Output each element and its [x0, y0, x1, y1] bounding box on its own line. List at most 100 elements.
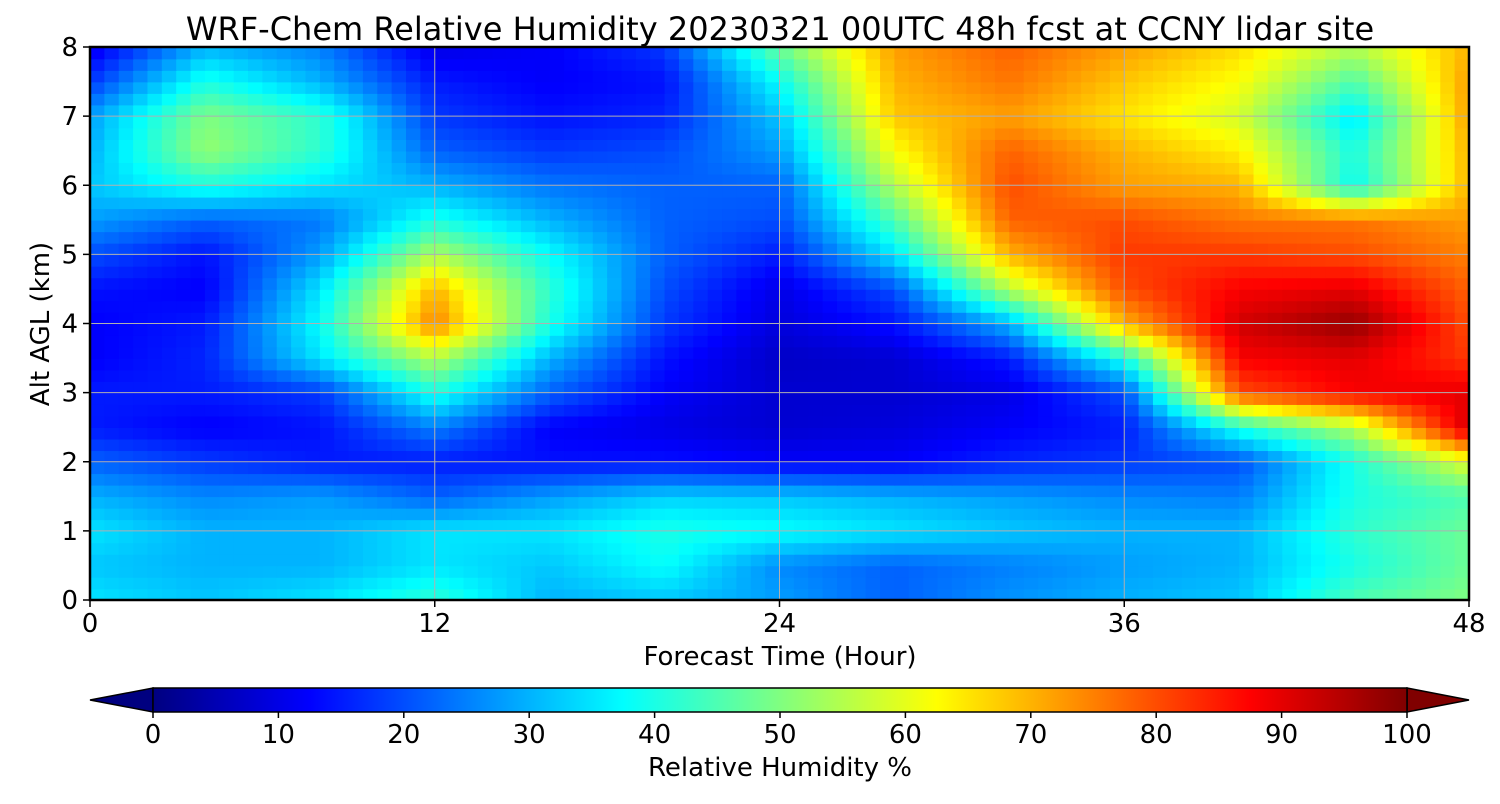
heatmap-cell	[664, 381, 680, 394]
heatmap-cell	[1382, 185, 1398, 198]
heatmap-cell	[578, 588, 594, 600]
heatmap-cell	[549, 392, 565, 405]
heatmap-cell	[161, 81, 177, 94]
heatmap-cell	[994, 427, 1011, 440]
heatmap-cell	[1196, 196, 1212, 210]
heatmap-cell	[506, 93, 522, 106]
heatmap-cell	[176, 70, 192, 83]
heatmap-cell	[1081, 58, 1097, 71]
heatmap-cell	[90, 242, 106, 256]
heatmap-cell	[779, 404, 795, 417]
heatmap-cell	[592, 116, 608, 129]
heatmap-cell	[1009, 208, 1025, 221]
heatmap-cell	[722, 219, 738, 233]
heatmap-cell	[1138, 392, 1154, 405]
heatmap-cell	[808, 323, 824, 336]
heatmap-cell	[549, 553, 565, 567]
heatmap-cell	[779, 496, 795, 509]
heatmap-cell	[1081, 254, 1097, 267]
heatmap-cell	[1440, 346, 1456, 359]
heatmap-cell	[1354, 415, 1370, 428]
heatmap-cell	[147, 542, 163, 555]
heatmap-cell	[1038, 150, 1054, 164]
heatmap-cell	[1339, 415, 1355, 428]
heatmap-cell	[334, 369, 350, 382]
heatmap-cell	[1454, 265, 1469, 279]
heatmap-cell	[1454, 162, 1469, 175]
colorbar-gradient	[152, 687, 1408, 713]
heatmap-cell	[980, 553, 996, 567]
heatmap-cell	[1196, 519, 1212, 532]
heatmap-cell	[1310, 104, 1327, 117]
heatmap-cell	[477, 404, 493, 417]
heatmap-cell	[1382, 507, 1398, 521]
heatmap-cell	[219, 346, 235, 359]
heatmap-cell	[1368, 404, 1384, 417]
heatmap-cell	[1038, 219, 1054, 233]
heatmap-cell	[736, 323, 752, 336]
heatmap-cell	[1239, 196, 1255, 210]
heatmap-cell	[1109, 173, 1126, 187]
heatmap-cell	[808, 231, 824, 244]
heatmap-cell	[305, 381, 321, 394]
heatmap-cell	[262, 335, 278, 348]
heatmap-cell	[822, 461, 838, 475]
heatmap-cell	[564, 346, 580, 359]
heatmap-cell	[808, 70, 824, 83]
heatmap-cell	[1224, 150, 1240, 164]
heatmap-cell	[1181, 116, 1197, 129]
heatmap-cell	[937, 288, 953, 302]
heatmap-cell	[1368, 104, 1384, 117]
heatmap-cell	[880, 47, 896, 60]
heatmap-cell	[391, 461, 407, 475]
heatmap-cell	[937, 438, 953, 452]
heatmap-cell	[291, 484, 307, 498]
heatmap-cell	[635, 196, 652, 210]
heatmap-cell	[1052, 427, 1068, 440]
heatmap-cell	[994, 438, 1011, 452]
heatmap-cell	[765, 311, 781, 325]
heatmap-cell	[276, 70, 292, 83]
heatmap-cell	[1167, 116, 1183, 129]
heatmap-cell	[908, 542, 924, 555]
heatmap-cell	[1354, 162, 1370, 175]
heatmap-cell	[104, 265, 120, 279]
heatmap-cell	[1454, 127, 1469, 140]
heatmap-cell	[635, 58, 652, 71]
heatmap-cell	[707, 300, 723, 313]
heatmap-cell	[204, 484, 221, 498]
heatmap-cell	[477, 254, 493, 267]
heatmap-cell	[1095, 139, 1111, 152]
heatmap-cell	[377, 392, 393, 405]
heatmap-cell	[865, 150, 881, 164]
heatmap-cell	[880, 438, 896, 452]
heatmap-cell	[650, 277, 666, 290]
heatmap-cell	[118, 369, 134, 382]
heatmap-cell	[420, 196, 436, 210]
heatmap-cell	[1196, 335, 1212, 348]
heatmap-cell	[1167, 265, 1183, 279]
heatmap-cell	[1081, 461, 1097, 475]
heatmap-cell	[291, 473, 307, 486]
heatmap-cell	[1440, 473, 1456, 486]
heatmap-cell	[520, 93, 537, 106]
heatmap-cell	[1124, 381, 1140, 394]
heatmap-cell	[506, 530, 522, 544]
heatmap-cell	[951, 208, 968, 221]
heatmap-cell	[420, 70, 436, 83]
heatmap-cell	[1081, 70, 1097, 83]
heatmap-cell	[951, 196, 968, 210]
heatmap-cell	[1081, 588, 1097, 600]
heatmap-cell	[535, 576, 551, 590]
heatmap-cell	[463, 565, 479, 578]
heatmap-cell	[118, 473, 134, 486]
heatmap-cell	[865, 311, 881, 325]
heatmap-cell	[923, 588, 939, 600]
heatmap-cell	[133, 381, 149, 394]
heatmap-cell	[621, 565, 637, 578]
heatmap-cell	[966, 381, 982, 394]
heatmap-cell	[1325, 358, 1341, 371]
heatmap-cell	[1425, 242, 1442, 256]
heatmap-cell	[549, 231, 565, 244]
